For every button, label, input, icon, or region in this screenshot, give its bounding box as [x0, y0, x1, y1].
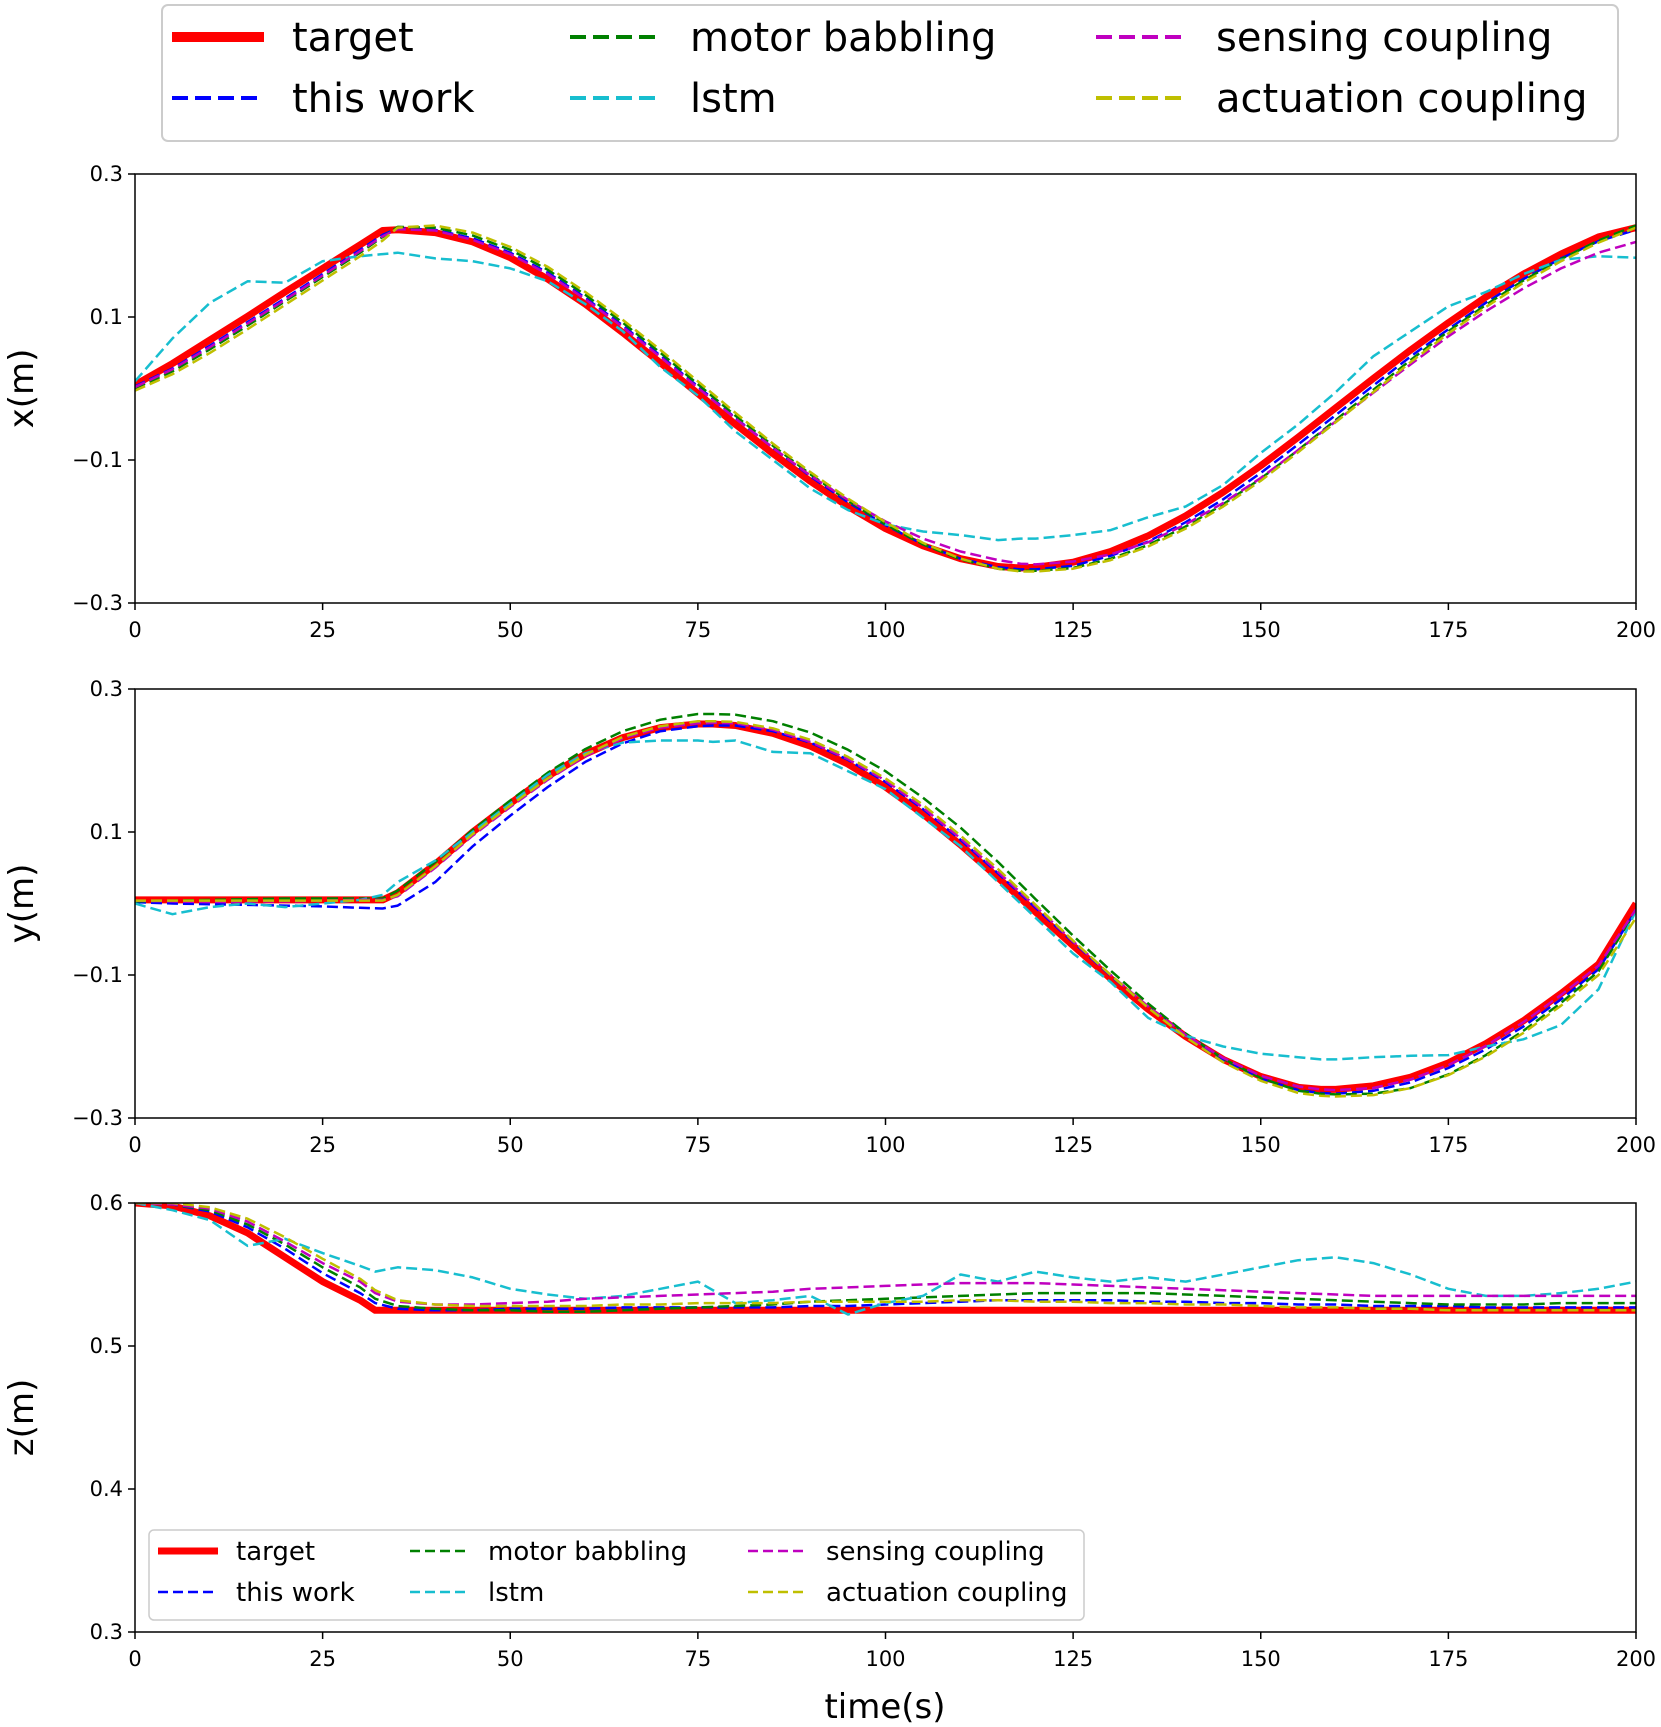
series-line-z-sensing-coupling [135, 1203, 1636, 1306]
y-tick-label-x: 0.3 [90, 162, 123, 186]
legend-label-this-work: this work [292, 76, 475, 122]
y-tick-label-y: −0.3 [72, 1106, 123, 1130]
legend-label-motor-babbling: motor babbling [690, 15, 996, 61]
x-tick-label-y: 100 [865, 1133, 905, 1157]
legend-label-sensing-coupling: sensing coupling [1216, 15, 1552, 61]
y-tick-label-y: 0.1 [90, 820, 123, 844]
y-tick-label-z: 0.5 [90, 1334, 123, 1358]
y-tick-label-x: −0.3 [72, 591, 123, 615]
legend-label-lstm: lstm [690, 76, 777, 122]
legend-label-motor-babbling: motor babbling [488, 1537, 687, 1567]
x-tick-label-x: 125 [1053, 618, 1093, 642]
legend-label-target: target [292, 15, 414, 61]
x-tick-label-x: 100 [865, 618, 905, 642]
top-legend: target this work motor babbling lstm sensing… [161, 4, 1619, 142]
legend-label-target: target [236, 1537, 315, 1567]
series-line-x-lstm [135, 251, 1636, 542]
x-tick-label-x: 75 [685, 618, 712, 642]
series-line-x-actuation-coupling [135, 224, 1636, 573]
x-tick-label-y: 150 [1241, 1133, 1281, 1157]
x-tick-label-y: 125 [1053, 1133, 1093, 1157]
x-tick-label-y: 75 [685, 1133, 712, 1157]
series-line-z-target [135, 1203, 1636, 1314]
legend-label-actuation-coupling: actuation coupling [826, 1578, 1068, 1608]
panel-y: 0 25 50 75 100 125 150 175 200 −0.3 −0.1 0.1 0.3 y(m) [2, 677, 1656, 1157]
series-line-y-this-work [135, 724, 1636, 1095]
x-tick-label-x: 150 [1241, 618, 1281, 642]
series-line-x-this-work [135, 227, 1636, 571]
series-line-y-motor-babbling [135, 712, 1636, 1096]
legend-label-this-work: this work [236, 1578, 355, 1608]
y-tick-label-z: 0.6 [90, 1191, 123, 1215]
panel-x: 0 25 50 75 100 125 150 175 200 −0.3 −0.1 0.1 0.3 x(m) [2, 162, 1656, 642]
y-tick-label-z: 0.4 [90, 1477, 123, 1501]
x-tick-label-z: 0 [128, 1647, 141, 1671]
plot-frame-x [134, 173, 1637, 604]
series-line-y-sensing-coupling [135, 721, 1636, 1092]
x-tick-label-z: 25 [309, 1647, 336, 1671]
y-tick-label-y: 0.3 [90, 677, 123, 701]
y-axis-label-y: y(m) [2, 864, 42, 944]
top-legend-frame [161, 4, 1619, 142]
y-tick-label-y: −0.1 [72, 963, 123, 987]
x-tick-label-y: 200 [1616, 1133, 1656, 1157]
bottom-legend: target this work motor babbling lstm sensing… [148, 1529, 1085, 1621]
y-axis-label-z: z(m) [2, 1379, 42, 1457]
x-tick-label-x: 200 [1616, 618, 1656, 642]
legend-label-actuation-coupling: actuation coupling [1216, 76, 1588, 122]
x-axis-label: time(s) [824, 1687, 945, 1727]
legend-label-sensing-coupling: sensing coupling [826, 1537, 1045, 1567]
legend-label-lstm: lstm [488, 1578, 544, 1608]
series-group-z [135, 1203, 1636, 1316]
plot-frame-y [134, 688, 1637, 1119]
x-tick-label-x: 0 [128, 618, 141, 642]
y-tick-label-x: −0.1 [72, 448, 123, 472]
x-tick-label-z: 175 [1428, 1647, 1468, 1671]
series-line-z-lstm [135, 1203, 1636, 1316]
y-axis-label-x: x(m) [2, 349, 42, 429]
y-tick-label-z: 0.3 [90, 1620, 123, 1644]
series-group-y [135, 712, 1636, 1098]
x-tick-label-z: 125 [1053, 1647, 1093, 1671]
x-tick-label-z: 200 [1616, 1647, 1656, 1671]
x-tick-label-z: 50 [497, 1647, 524, 1671]
series-line-z-motor-babbling [135, 1203, 1636, 1313]
x-tick-label-z: 75 [685, 1647, 712, 1671]
series-line-y-actuation-coupling [135, 719, 1636, 1098]
series-line-x-target [135, 224, 1636, 572]
series-line-x-motor-babbling [135, 224, 1636, 573]
series-line-x-sensing-coupling [135, 227, 1636, 566]
x-tick-label-y: 175 [1428, 1133, 1468, 1157]
x-tick-label-y: 50 [497, 1133, 524, 1157]
y-tick-label-x: 0.1 [90, 305, 123, 329]
x-tick-label-x: 50 [497, 618, 524, 642]
x-tick-label-y: 25 [309, 1133, 336, 1157]
series-group-x [135, 224, 1636, 573]
series-line-y-lstm [135, 739, 1636, 1061]
x-tick-label-x: 175 [1428, 618, 1468, 642]
series-line-z-actuation-coupling [135, 1203, 1636, 1312]
x-tick-label-x: 25 [309, 618, 336, 642]
panel-z: 0 25 50 75 100 125 150 175 200 0.3 0.4 0.5 0.6 z(m) [2, 1191, 1656, 1671]
series-line-z-this-work [135, 1203, 1636, 1312]
x-tick-label-y: 0 [128, 1133, 141, 1157]
bottom-legend-frame [148, 1529, 1085, 1621]
x-tick-label-z: 150 [1241, 1647, 1281, 1671]
x-tick-label-z: 100 [865, 1647, 905, 1671]
